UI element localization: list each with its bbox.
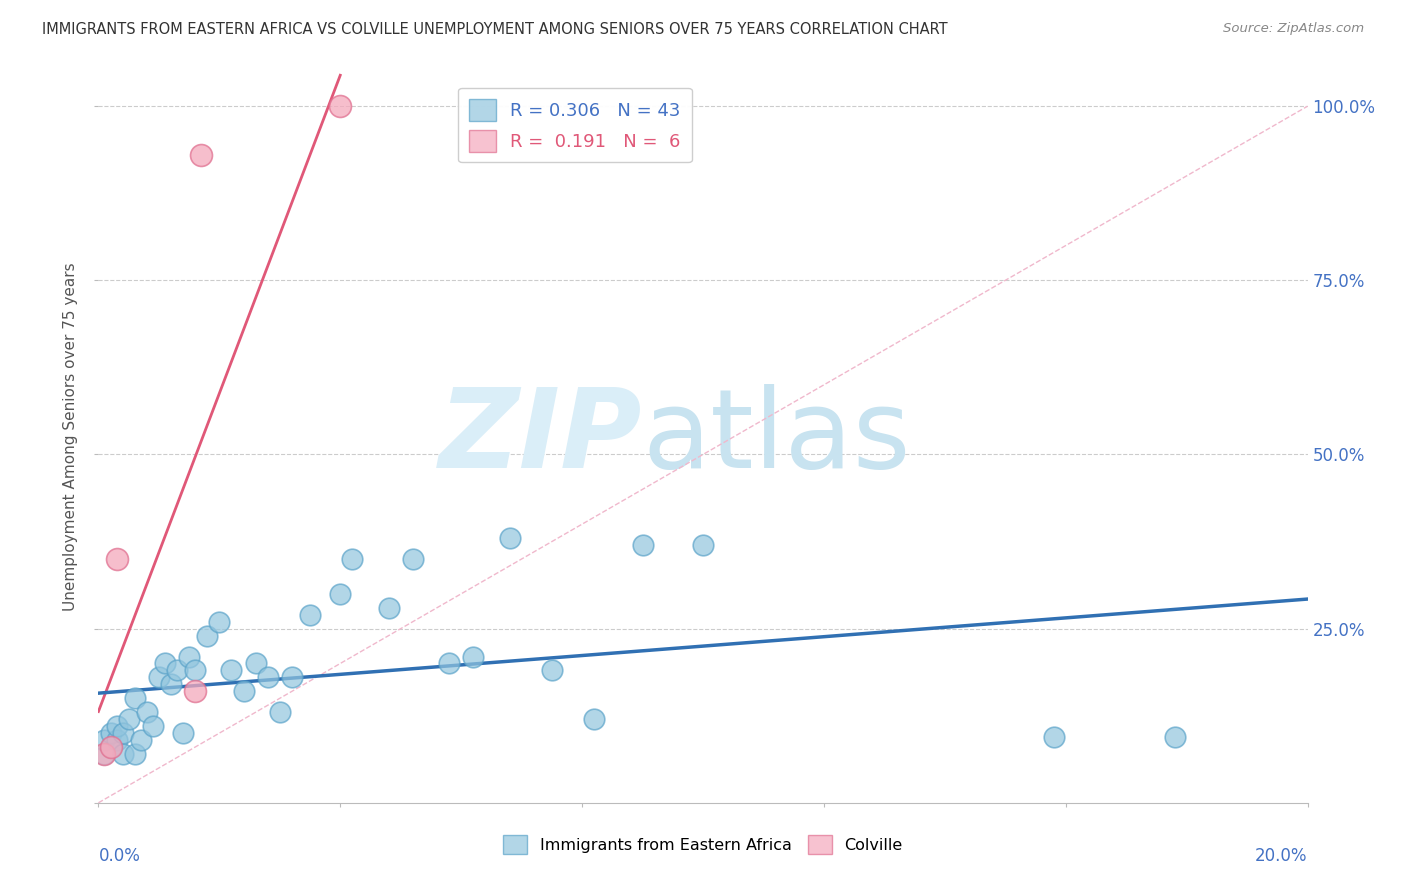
- Point: [124, 691, 146, 706]
- Text: 20.0%: 20.0%: [1256, 847, 1308, 864]
- Point: [93, 747, 115, 761]
- Point: [160, 677, 183, 691]
- Point: [135, 705, 157, 719]
- Point: [437, 657, 460, 671]
- Point: [105, 733, 128, 747]
- Point: [1042, 730, 1064, 744]
- Point: [498, 531, 520, 545]
- Point: [583, 712, 606, 726]
- Point: [142, 719, 165, 733]
- Point: [208, 615, 231, 629]
- Point: [111, 726, 134, 740]
- Point: [377, 600, 399, 615]
- Point: [179, 649, 201, 664]
- Point: [184, 684, 207, 698]
- Point: [124, 747, 146, 761]
- Point: [166, 664, 188, 678]
- Point: [93, 733, 115, 747]
- Point: [129, 733, 152, 747]
- Point: [329, 99, 352, 113]
- Y-axis label: Unemployment Among Seniors over 75 years: Unemployment Among Seniors over 75 years: [63, 263, 79, 611]
- Point: [105, 552, 128, 566]
- Point: [153, 657, 176, 671]
- Point: [463, 649, 485, 664]
- Point: [540, 664, 562, 678]
- Point: [195, 629, 218, 643]
- Point: [256, 670, 278, 684]
- Point: [402, 552, 425, 566]
- Point: [148, 670, 170, 684]
- Point: [172, 726, 194, 740]
- Point: [329, 587, 352, 601]
- Point: [118, 712, 141, 726]
- Point: [100, 740, 122, 755]
- Point: [93, 747, 115, 761]
- Text: Source: ZipAtlas.com: Source: ZipAtlas.com: [1223, 22, 1364, 36]
- Text: atlas: atlas: [643, 384, 911, 491]
- Point: [100, 726, 122, 740]
- Point: [221, 664, 243, 678]
- Point: [111, 747, 134, 761]
- Point: [100, 740, 122, 755]
- Point: [232, 684, 254, 698]
- Point: [692, 538, 714, 552]
- Point: [105, 719, 128, 733]
- Point: [281, 670, 304, 684]
- Text: IMMIGRANTS FROM EASTERN AFRICA VS COLVILLE UNEMPLOYMENT AMONG SENIORS OVER 75 YE: IMMIGRANTS FROM EASTERN AFRICA VS COLVIL…: [42, 22, 948, 37]
- Point: [631, 538, 654, 552]
- Point: [269, 705, 291, 719]
- Legend: Immigrants from Eastern Africa, Colville: Immigrants from Eastern Africa, Colville: [496, 829, 910, 861]
- Point: [342, 552, 364, 566]
- Point: [190, 148, 212, 162]
- Text: 0.0%: 0.0%: [98, 847, 141, 864]
- Point: [299, 607, 322, 622]
- Point: [245, 657, 267, 671]
- Point: [184, 664, 207, 678]
- Text: ZIP: ZIP: [439, 384, 643, 491]
- Point: [1163, 730, 1185, 744]
